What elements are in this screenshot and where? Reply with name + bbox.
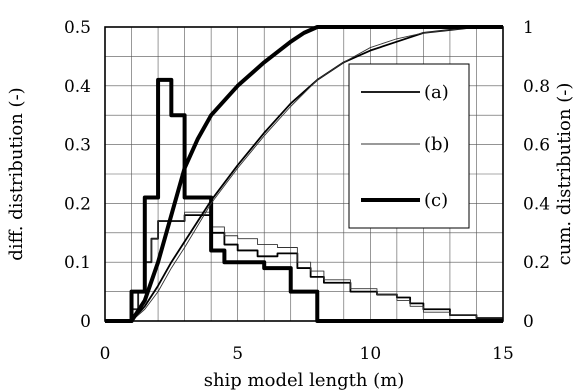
legend-label-b: (b) xyxy=(424,134,450,155)
plot-frame xyxy=(104,26,504,322)
y-right-tick-label: 0.2 xyxy=(523,253,550,273)
x-tick-label: 5 xyxy=(232,344,243,364)
x-axis-title: ship model length (m) xyxy=(204,370,405,391)
y-left-tick-label: 0.2 xyxy=(64,194,91,214)
y-left-tick-label: 0.4 xyxy=(64,77,91,97)
y-left-tick-label: 0.3 xyxy=(64,136,91,156)
y-right-tick-label: 0.6 xyxy=(523,136,550,156)
x-tick-label: 15 xyxy=(492,344,514,364)
series-group xyxy=(105,25,503,323)
series-differential-c xyxy=(105,77,503,323)
series-cumulative-c xyxy=(105,25,503,323)
y-right-tick-label: 1 xyxy=(523,18,534,38)
legend-box xyxy=(348,63,470,229)
y-left-tick-label: 0.1 xyxy=(64,253,91,273)
x-tick-label: 10 xyxy=(360,344,382,364)
series-cumulative-b xyxy=(105,26,503,322)
y-left-tick-label: 0.5 xyxy=(64,18,91,38)
legend-label-a: (a) xyxy=(424,82,449,103)
y-right-tick-label: 0.8 xyxy=(523,77,550,97)
y-left-tick-label: 0 xyxy=(80,312,91,332)
x-tick-label: 0 xyxy=(100,344,111,364)
y-right-tick-label: 0 xyxy=(523,312,534,332)
y-axis-left-title: diff. distribution (-) xyxy=(6,87,27,260)
y-right-tick-label: 0.4 xyxy=(523,194,550,214)
legend: (a) (b) (c) xyxy=(348,63,470,229)
series-differential-b xyxy=(105,211,503,322)
legend-label-c: (c) xyxy=(424,190,448,211)
y-axis-right-title: cum. distribution (-) xyxy=(554,83,575,266)
tick-labels: 0 5 10 15 0 0.1 0.2 0.3 0.4 0.5 0 0.2 0.4 0.6 0.8 1 xyxy=(64,18,550,364)
